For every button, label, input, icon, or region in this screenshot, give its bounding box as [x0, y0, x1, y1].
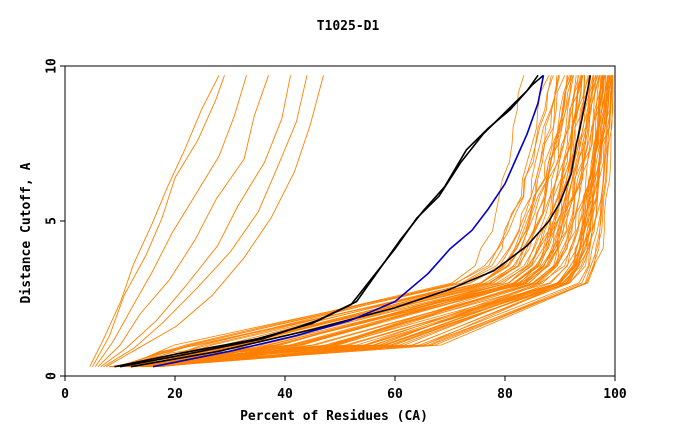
orange-series-line — [116, 75, 559, 368]
orange-series-line — [158, 75, 592, 368]
orange-series-line — [133, 75, 552, 368]
x-axis-label: Percent of Residues (CA) — [240, 409, 428, 424]
orange-series-line — [89, 75, 220, 367]
orange-series-line — [146, 75, 589, 368]
orange-series-line — [129, 75, 607, 368]
black-series-line — [119, 74, 545, 368]
orange-series-line — [135, 75, 595, 368]
orange-series-line — [148, 75, 572, 368]
orange-series-line — [130, 75, 570, 368]
orange-series-line — [162, 75, 583, 368]
orange-series-line — [113, 75, 614, 368]
x-tick-label: 60 — [387, 387, 403, 402]
orange-series-line — [92, 75, 225, 367]
orange-series-line — [140, 75, 594, 368]
orange-series-line — [109, 75, 600, 368]
orange-series-line — [97, 75, 269, 368]
orange-series-line — [153, 75, 614, 368]
orange-series-line — [100, 75, 291, 368]
orange-series-line — [150, 75, 560, 368]
y-tick-label: 0 — [45, 372, 60, 380]
y-tick-label: 5 — [45, 217, 60, 225]
y-tick-label: 10 — [45, 58, 60, 74]
x-tick-label: 100 — [603, 387, 627, 402]
orange-series-line — [128, 75, 613, 368]
orange-series-line — [122, 75, 525, 368]
black-series-line — [130, 75, 592, 368]
orange-series-line — [153, 75, 581, 368]
orange-series-line — [159, 75, 611, 368]
orange-series-line — [118, 75, 550, 368]
x-tick-label: 20 — [167, 387, 183, 402]
x-tick-label: 80 — [497, 387, 513, 402]
orange-series-line — [134, 75, 584, 368]
orange-series-line — [160, 75, 613, 368]
orange-series-line — [124, 75, 558, 368]
orange-series-line — [129, 75, 574, 368]
orange-series-line — [160, 75, 604, 368]
orange-series-line — [132, 75, 611, 368]
x-tick-label: 40 — [277, 387, 293, 402]
orange-series-line — [159, 75, 614, 368]
orange-series-line — [129, 75, 607, 368]
orange-series-line — [103, 75, 308, 368]
orange-series-line — [109, 75, 609, 368]
y-axis-label: Distance Cutoff, A — [19, 162, 34, 303]
x-tick-label: 0 — [61, 387, 69, 402]
orange-series-line — [135, 75, 569, 368]
plot-frame — [64, 65, 616, 377]
orange-series-line — [94, 75, 247, 367]
orange-series-line — [113, 75, 577, 368]
orange-series-line — [132, 75, 614, 368]
orange-series-line — [106, 75, 324, 368]
blue-series-line — [152, 75, 545, 368]
chart-title: T1025-D1 — [317, 19, 380, 34]
orange-series-line — [117, 75, 613, 368]
orange-series-line — [135, 75, 612, 368]
